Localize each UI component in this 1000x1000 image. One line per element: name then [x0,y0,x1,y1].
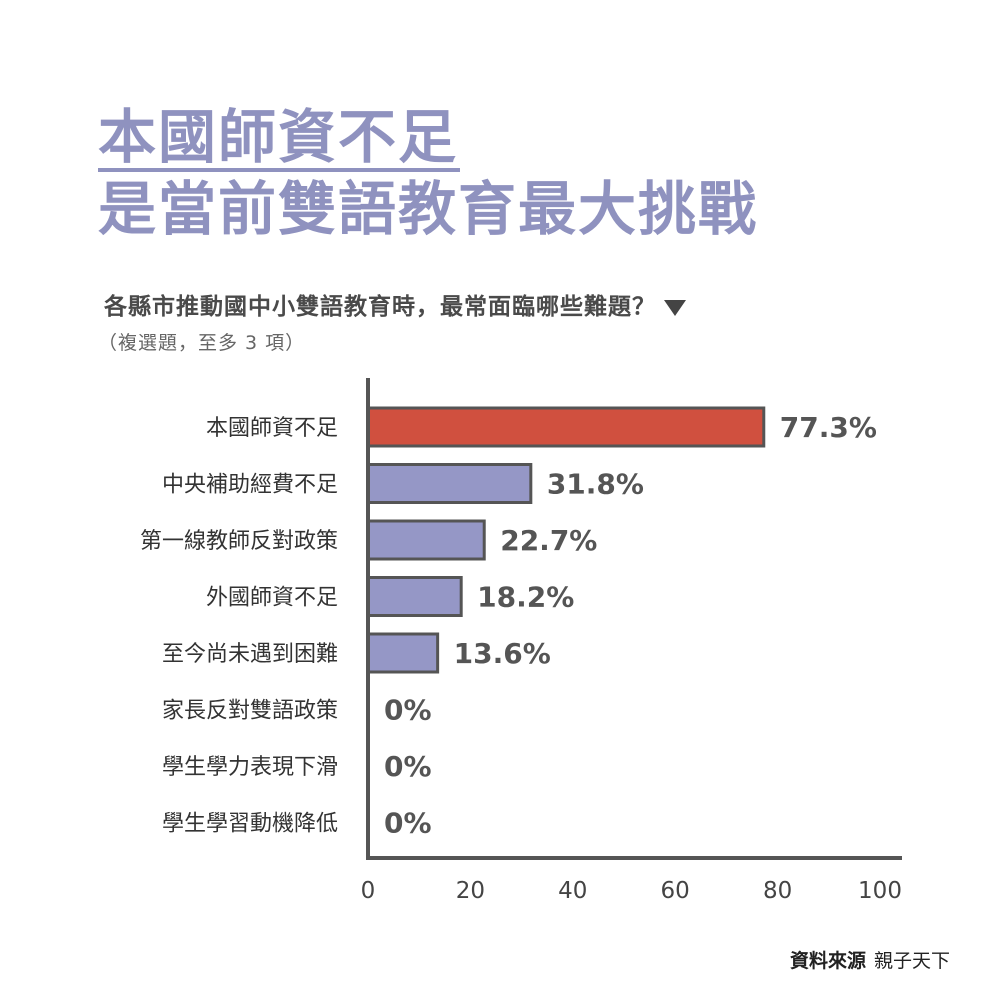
value-label-6: 0% [384,750,432,783]
value-label-2: 22.7% [500,524,597,557]
title-line-1: 本國師資不足 [98,103,459,171]
value-label-0: 77.3% [780,411,877,444]
bar-4 [366,632,440,674]
category-label-5: 家長反對雙語政策 [162,699,338,724]
category-label-2: 第一線教師反對政策 [140,529,338,554]
category-label-6: 學生學力表現下滑 [162,755,338,780]
x-tick-label-5: 100 [858,878,902,904]
bar-3 [366,576,463,617]
category-label-3: 外國師資不足 [206,586,338,611]
category-label-0: 本國師資不足 [206,416,338,441]
triangle-down-icon [664,299,686,316]
bar-2 [366,519,486,561]
value-label-4: 13.6% [454,637,551,670]
value-label-1: 31.8% [547,468,644,501]
survey-question: 各縣市推動國中小雙語教育時，最常面臨哪些難題？ [104,287,686,321]
question-note: （複選題，至多 3 項） [98,332,306,354]
category-label-1: 中央補助經費不足 [162,473,338,498]
bar-0 [366,406,766,448]
x-tick-label-0: 0 [361,878,376,904]
source-label: 資料來源 [789,950,866,972]
x-tick-label-1: 20 [456,878,485,904]
value-label-7: 0% [384,807,432,840]
title-line-2: 是當前雙語教育最大挑戰 [98,175,759,243]
source-credit: 資料來源 親子天下 [790,946,950,973]
value-label-3: 18.2% [477,581,574,614]
x-tick-label-4: 80 [763,878,792,904]
x-tick-label-2: 40 [558,878,587,904]
x-tick-label-3: 60 [661,878,690,904]
bar-1 [366,463,533,504]
category-label-7: 學生學習動機降低 [162,812,338,837]
question-text: 各縣市推動國中小雙語教育時，最常面臨哪些難題？ [104,294,656,320]
source-name: 親子天下 [873,950,950,972]
category-label-4: 至今尚未遇到困難 [162,642,338,667]
title-underline [98,168,460,172]
value-label-5: 0% [384,694,432,727]
